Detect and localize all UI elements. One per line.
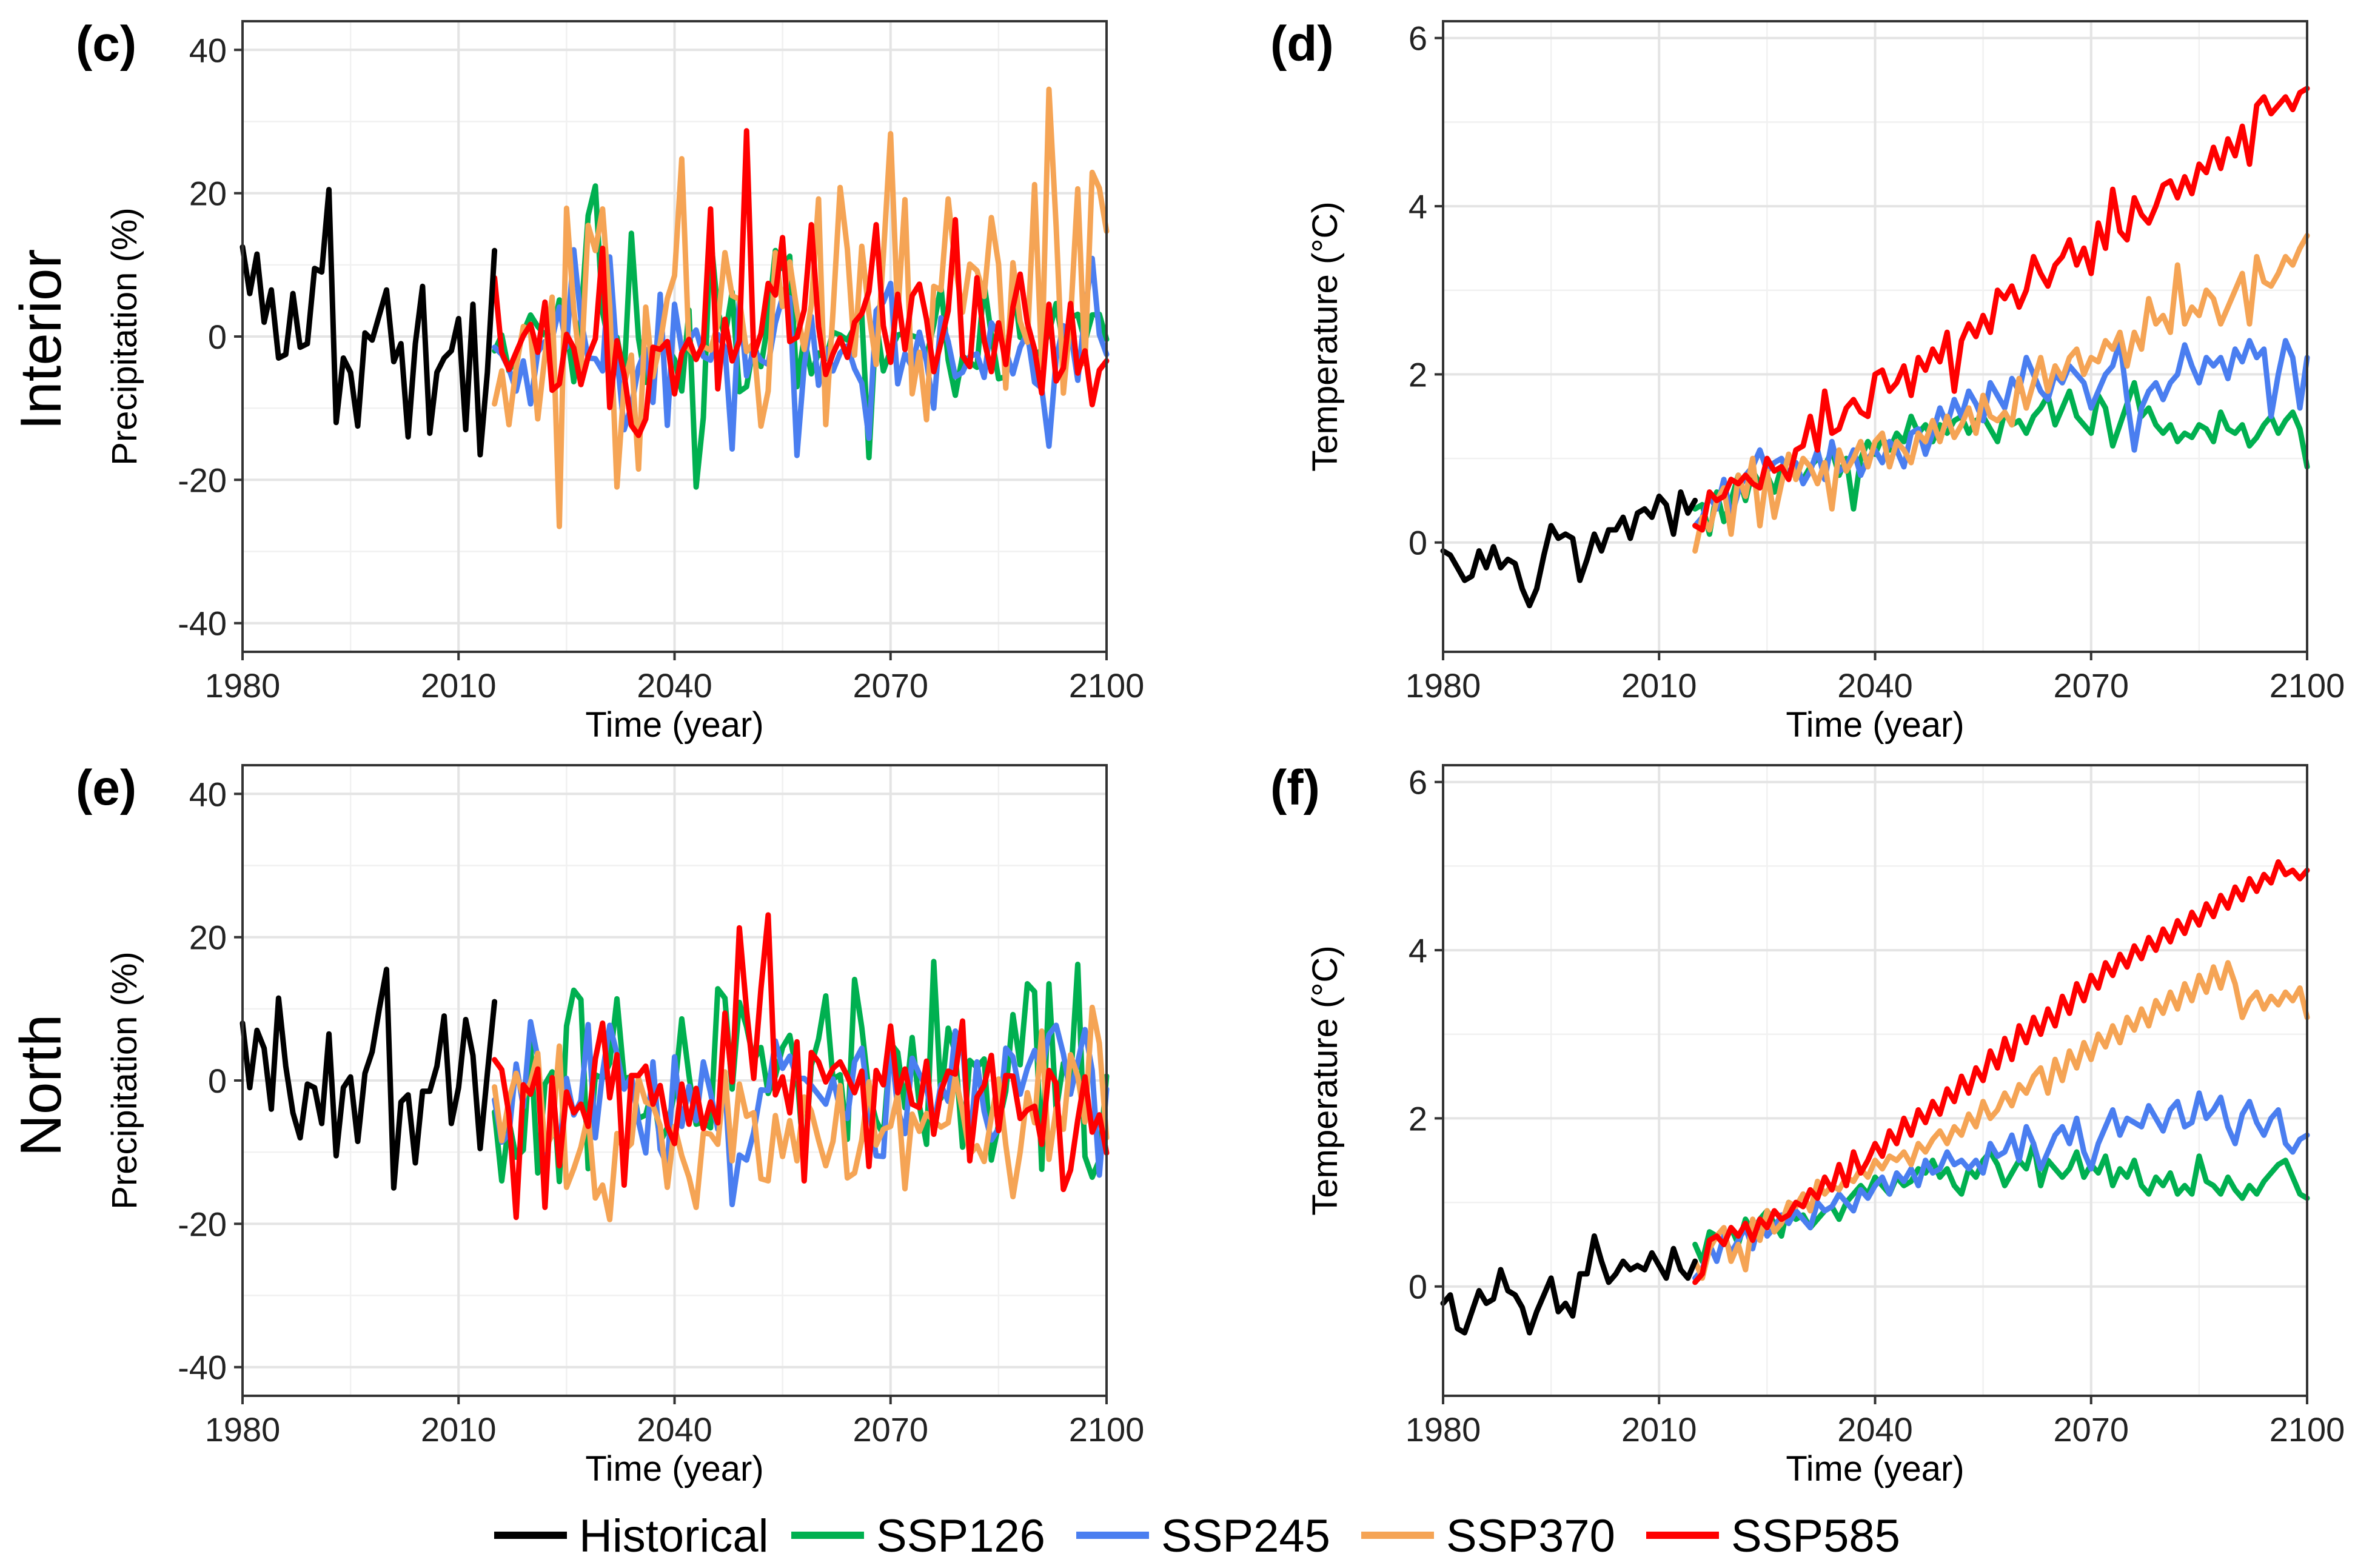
y-axis-title: Precipitation (%) [105, 951, 144, 1209]
x-tick-label: 2010 [1621, 666, 1697, 705]
y-tick-label: -40 [178, 605, 227, 643]
series-ssp585 [1692, 859, 2310, 1285]
panel-label: (e) [76, 760, 136, 816]
x-axis-title: Time (year) [1786, 1449, 1964, 1489]
series-ssp245 [1692, 1090, 2310, 1281]
x-tick-label: 1980 [1405, 1410, 1481, 1449]
panel-label: (f) [1270, 760, 1320, 816]
y-tick-label: 0 [208, 318, 227, 356]
y-tick-label: 40 [189, 775, 227, 813]
y-tick-label: 6 [1409, 763, 1427, 802]
y-tick-label: 20 [189, 919, 227, 957]
x-tick-label: 1980 [1405, 666, 1481, 705]
series-ssp370 [1692, 233, 2310, 554]
x-tick-label: 2070 [2053, 1410, 2129, 1449]
series-ssp585 [492, 912, 1110, 1221]
x-axis-title: Time (year) [1786, 705, 1964, 745]
series-historical [240, 187, 498, 458]
panel-f-north-temperature: 1980 2010 2040 2070 2100 0 2 4 6 Time (year) Tempe… [1270, 760, 2345, 1489]
series-ssp585 [1692, 85, 2310, 533]
x-tick-label: 1980 [205, 666, 281, 705]
x-axis-title: Time (year) [585, 1449, 763, 1489]
series-historical [1440, 1233, 1698, 1336]
y-tick-label: 40 [189, 31, 227, 69]
y-tick-label: 0 [208, 1062, 227, 1100]
y-axis-title: Temperature (°C) [1305, 945, 1345, 1215]
x-tick-label: 2100 [1069, 666, 1145, 705]
y-tick-label: 4 [1409, 187, 1427, 226]
x-axis-title: Time (year) [585, 705, 763, 745]
series-ssp126 [1692, 1141, 2310, 1264]
row-label-north: North [8, 1014, 73, 1157]
x-tick-label: 2100 [2270, 666, 2345, 705]
x-tick-label: 2100 [1069, 1410, 1145, 1449]
y-tick-label: 0 [1409, 524, 1427, 562]
y-tick-label: 20 [189, 175, 227, 213]
y-tick-label: 2 [1409, 1099, 1427, 1137]
y-tick-label: 2 [1409, 355, 1427, 394]
y-tick-label: 4 [1409, 931, 1427, 970]
legend-label-historical: Historical [579, 1510, 769, 1562]
y-tick-label: 6 [1409, 19, 1427, 58]
series-historical [240, 967, 498, 1191]
x-tick-label: 2100 [2270, 1410, 2345, 1449]
y-axis-title: Precipitation (%) [105, 207, 144, 465]
x-tick-label: 2070 [853, 1410, 928, 1449]
x-tick-label: 2070 [2053, 666, 2129, 705]
legend-label-ssp585: SSP585 [1731, 1510, 1900, 1562]
x-tick-label: 2010 [421, 1410, 497, 1449]
panel-label: (c) [76, 16, 136, 72]
y-tick-label: -20 [178, 1205, 227, 1243]
x-tick-label: 2040 [1837, 666, 1913, 705]
legend-label-ssp245: SSP245 [1161, 1510, 1330, 1562]
x-tick-label: 2010 [421, 666, 497, 705]
y-axis-title: Temperature (°C) [1305, 201, 1345, 471]
x-tick-label: 2010 [1621, 1410, 1697, 1449]
panel-label: (d) [1270, 16, 1334, 72]
y-tick-label: 0 [1409, 1268, 1427, 1306]
row-label-interior: Interior [8, 249, 73, 431]
panel-d-interior-temperature: 1980 2010 2040 2070 2100 0 2 4 6 Time (year) Tempe… [1270, 16, 2345, 745]
series-historical [1440, 489, 1698, 609]
legend: Historical SSP126 SSP245 SSP370 SSP585 [494, 1510, 1900, 1562]
x-tick-label: 1980 [205, 1410, 281, 1449]
series-ssp245 [1692, 338, 2310, 529]
y-tick-label: -40 [178, 1349, 227, 1387]
legend-label-ssp370: SSP370 [1446, 1510, 1615, 1562]
x-tick-label: 2040 [637, 1410, 712, 1449]
x-tick-label: 2040 [637, 666, 712, 705]
y-tick-label: -20 [178, 461, 227, 499]
x-tick-label: 2040 [1837, 1410, 1913, 1449]
legend-label-ssp126: SSP126 [876, 1510, 1045, 1562]
series-ssp585 [492, 128, 1110, 438]
x-tick-label: 2070 [853, 666, 928, 705]
